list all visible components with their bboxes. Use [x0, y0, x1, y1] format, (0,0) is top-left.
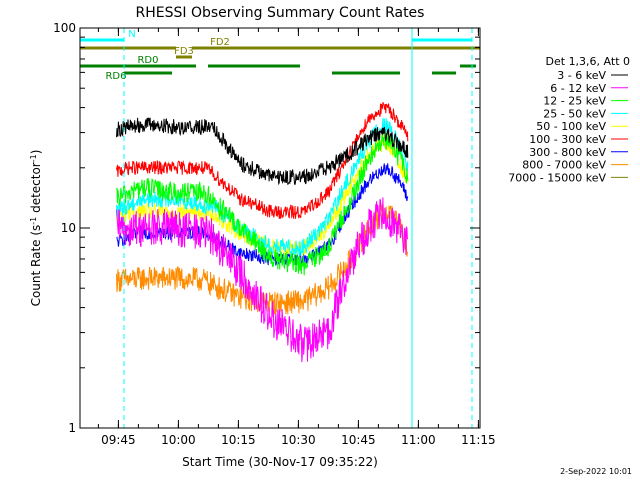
- y-tick-label: 1: [68, 421, 76, 435]
- series-line: [116, 131, 409, 276]
- series-line: [116, 102, 409, 219]
- flag-bars: N FD2 FD3 RD0 RD6: [80, 29, 480, 82]
- x-tick-label: 11:15: [461, 433, 496, 447]
- legend-label: 50 - 100 keV: [536, 120, 606, 133]
- y-tick-label: 10: [61, 221, 76, 235]
- series-line: [116, 117, 409, 186]
- series-lines: [116, 102, 409, 363]
- y-axis-label: Count Rate (s-1 detector-1): [29, 150, 43, 307]
- chart-title: RHESSI Observing Summary Count Rates: [136, 5, 425, 21]
- flag-label: RD6: [105, 71, 126, 82]
- x-tick-label: 09:45: [101, 433, 136, 447]
- x-tick-label: 10:00: [161, 433, 196, 447]
- legend-label: 6 - 12 keV: [550, 82, 606, 95]
- flag-label: FD2: [210, 37, 230, 48]
- x-tick-label: 10:45: [341, 433, 376, 447]
- date-stamp: 2-Sep-2022 10:01: [560, 467, 632, 476]
- y-tick-label: 100: [53, 21, 76, 35]
- flag-label: N: [128, 29, 135, 40]
- legend-label: 100 - 300 keV: [529, 133, 606, 146]
- legend-label: 300 - 800 keV: [529, 146, 606, 159]
- legend-title: Det 1,3,6, Att 0: [546, 55, 630, 68]
- x-tick-label: 10:30: [281, 433, 316, 447]
- x-axis-label: Start Time (30-Nov-17 09:35:22): [182, 455, 378, 469]
- legend-label: 25 - 50 keV: [543, 107, 606, 120]
- legend-label: 7000 - 15000 keV: [508, 171, 606, 184]
- series-line: [116, 197, 409, 363]
- flag-label: RD0: [137, 55, 158, 66]
- legend-label: 3 - 6 keV: [557, 69, 606, 82]
- flag-label: FD3: [174, 46, 194, 57]
- legend-label: 12 - 25 keV: [543, 95, 606, 108]
- legend-label: 800 - 7000 keV: [522, 159, 606, 172]
- x-tick-label: 10:15: [221, 433, 256, 447]
- axis-ticks: 09:45 10:00 10:15 10:30 10:45 11:00 11:15 1 10 10…: [53, 21, 496, 447]
- x-tick-label: 11:00: [401, 433, 436, 447]
